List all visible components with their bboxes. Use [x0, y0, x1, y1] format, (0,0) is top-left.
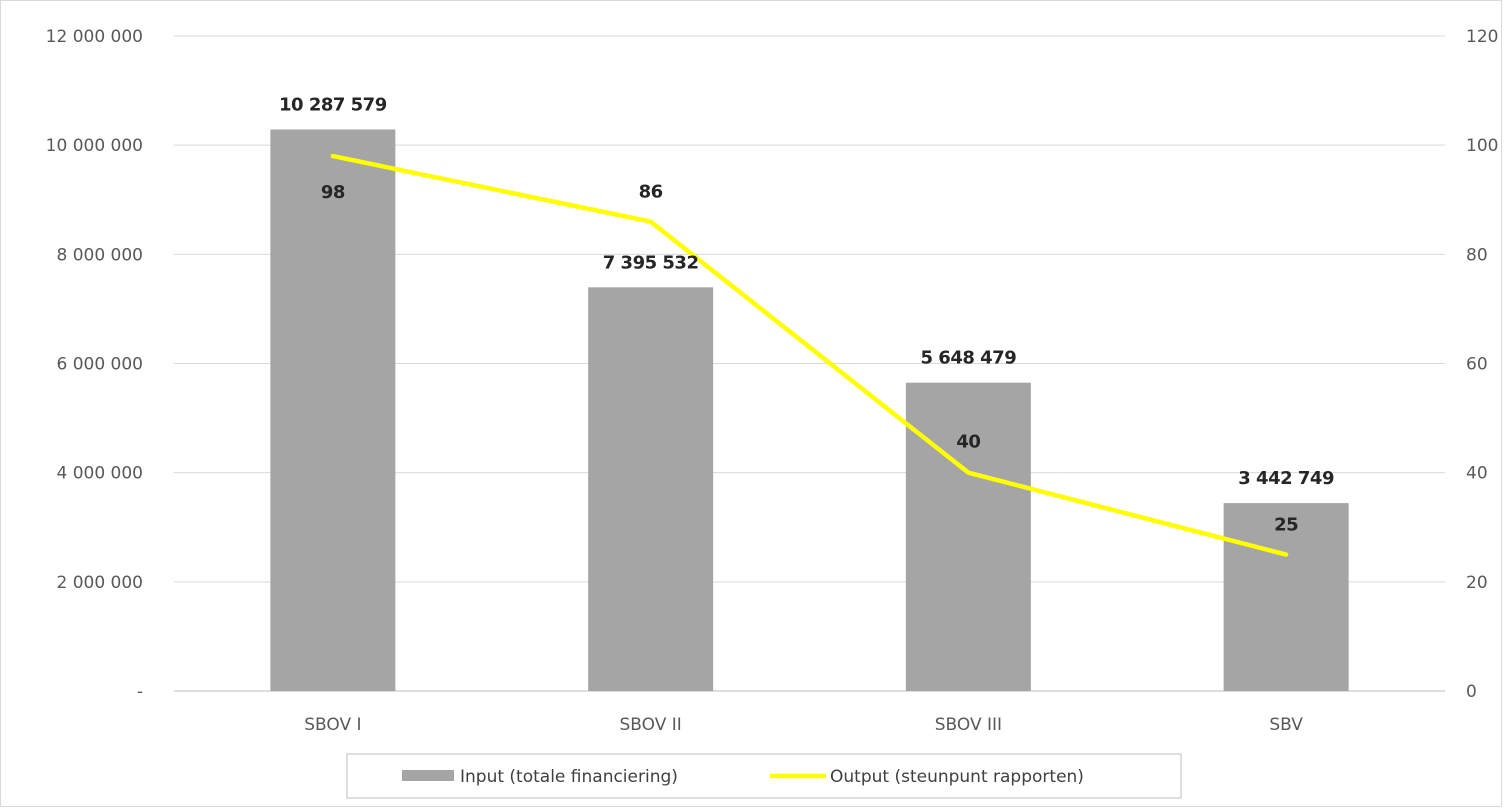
y2-tick-label: 20: [1466, 573, 1488, 593]
y-tick-label: 6 000 000: [56, 355, 143, 375]
x-tick-label: SBOV I: [304, 715, 361, 735]
x-tick-label: SBV: [1269, 715, 1303, 735]
line-series: [330, 153, 1289, 557]
y2-tick-label: 0: [1466, 682, 1477, 702]
line-data-label: 86: [639, 182, 663, 203]
y2-tick-label: 100: [1466, 136, 1498, 156]
series-line: [330, 153, 1289, 557]
bar: [1223, 503, 1349, 691]
bar-data-label: 3 442 749: [1238, 468, 1334, 489]
line-data-label: 25: [1274, 515, 1298, 536]
legend: Input (totale financiering) Output (steun…: [346, 753, 1182, 799]
y2-tick-label: 40: [1466, 464, 1488, 484]
y2-tick-label: 80: [1466, 245, 1488, 265]
y-tick-label: 10 000 000: [46, 136, 143, 156]
x-axis: SBOV I SBOV II SBOV III SBV: [304, 715, 1303, 735]
y2-tick-label: 60: [1466, 355, 1488, 375]
x-tick-label: SBOV III: [935, 715, 1002, 735]
legend-label: Output (steunpunt rapporten): [830, 767, 1084, 787]
bar-data-label: 5 648 479: [921, 348, 1017, 369]
bar: [905, 382, 1031, 691]
legend-box: [346, 753, 1182, 799]
y-tick-label: 8 000 000: [56, 245, 143, 265]
y-axis-right: 0 20 40 60 80 100 120: [1466, 27, 1498, 702]
bar: [270, 129, 396, 691]
bar-series: [270, 129, 1349, 691]
bar-data-label: 10 287 579: [279, 94, 387, 115]
y-tick-label: 2 000 000: [56, 573, 143, 593]
legend-swatch-bar: [402, 770, 454, 781]
y-axis-left: - 2 000 000 4 000 000 6 000 000 8 000 000 10 …: [46, 27, 143, 702]
bar-data-label: 7 395 532: [603, 252, 699, 273]
y-tick-label: -: [137, 682, 143, 702]
y-tick-label: 4 000 000: [56, 464, 143, 484]
x-tick-label: SBOV II: [619, 715, 681, 735]
y2-tick-label: 120: [1466, 27, 1498, 47]
legend-label: Input (totale financiering): [460, 767, 678, 787]
line-data-label: 40: [956, 432, 980, 453]
bar: [588, 287, 714, 691]
line-data-label: 98: [321, 182, 345, 203]
data-labels: 10 287 579 7 395 532 5 648 479 3 442 749 98 8…: [279, 94, 1334, 535]
y-tick-label: 12 000 000: [46, 27, 143, 47]
